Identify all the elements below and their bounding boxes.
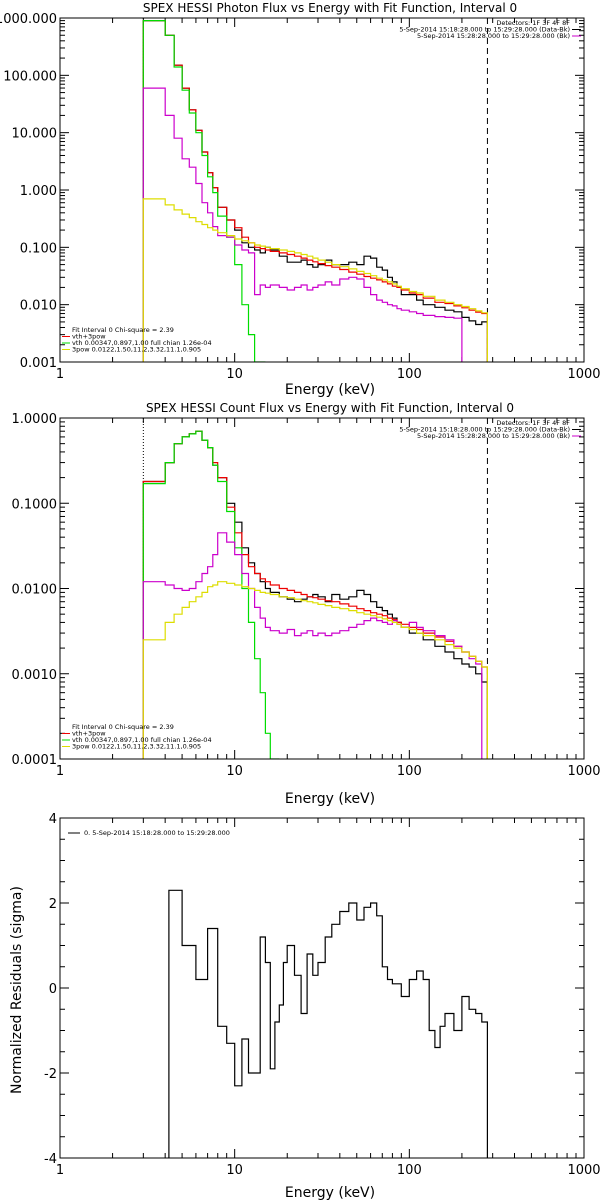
series-line-2 [142, 20, 266, 362]
y-tick-label: -2 [44, 1067, 57, 1082]
legend-top-right-text: 5-Sep-2014 15:18:28.000 to 15:29:28.000 … [399, 426, 570, 434]
x-tick-label: 1 [56, 1163, 64, 1178]
legend-bottom-left-text: 3pow 0.0122,1.50,11.2,3.32,11.1,0.905 [72, 346, 201, 354]
y-tick-label: 1000.000 [0, 12, 57, 27]
x-tick-label: 1 [56, 367, 64, 382]
y-tick-label: 0.0100 [12, 583, 58, 598]
y-tick-label: 4 [49, 812, 57, 827]
series-line-0 [168, 889, 488, 1158]
plot-frame [59, 417, 585, 760]
series-line-4 [142, 198, 488, 362]
y-tick-label: 100.000 [3, 69, 57, 84]
plot-frame [59, 817, 585, 1159]
legend-top-left-text: 0. 5-Sep-2014 15:18:28.000 to 15:29:28.0… [84, 829, 230, 837]
residuals-xlabel: Energy (keV) [285, 1185, 375, 1200]
legend-bottom-left-text: vth+3pow [72, 333, 106, 341]
x-tick-label: 10 [226, 367, 243, 382]
plot-frame [59, 17, 585, 363]
legend-top-right-text: 5-Sep-2014 15:28:28.000 to 15:29:28.000 … [417, 32, 570, 40]
y-tick-label: -4 [44, 1152, 57, 1167]
x-tick-label: 10 [226, 764, 243, 779]
residuals-ylabel: Normalized Residuals (sigma) [9, 886, 25, 1094]
x-tick-label: 1 [56, 764, 64, 779]
y-tick-label: 10.000 [12, 127, 58, 142]
count-flux-panel: SPEX HESSI Count Flux vs Energy with Fit… [12, 401, 600, 807]
count-flux-xlabel: Energy (keV) [285, 791, 375, 807]
y-tick-label: 0.0010 [12, 668, 58, 683]
legend-bottom-left-text: vth 0.00347,0.897,1.00 full chian 1.26e-… [72, 339, 212, 347]
photon-flux-panel: SPEX HESSI Photon Flux vs Energy with Fi… [0, 1, 600, 398]
y-tick-label: 0 [49, 982, 57, 997]
photon-flux-xlabel: Energy (keV) [285, 382, 375, 398]
legend-top-right-text: Detectors: 1F 3F 4F 8F [496, 419, 570, 427]
legend-bottom-left-text: Fit Interval 0 Chi-square = 2.39 [72, 723, 174, 731]
legend-top-right-text: 5-Sep-2014 15:28:28.000 to 15:29:28.000 … [417, 432, 570, 440]
count-flux-title: SPEX HESSI Count Flux vs Energy with Fit… [146, 401, 514, 415]
legend-top-right-text: Detectors: 1F 3F 4F 8F [496, 19, 570, 27]
x-tick-label: 100 [397, 764, 422, 779]
x-tick-label: 1000 [567, 1163, 600, 1178]
series-line-2 [142, 430, 280, 759]
legend-bottom-left-text: Fit Interval 0 Chi-square = 2.39 [72, 326, 174, 334]
series-line-3 [142, 532, 483, 759]
y-tick-label: 1.000 [20, 184, 57, 199]
y-tick-label: 0.010 [20, 299, 57, 314]
legend-bottom-left-text: 3pow 0.0122,1.50,11.2,3.32,11.1,0.905 [72, 743, 201, 751]
legend-bottom-left-text: vth 0.00347,0.897,1.00 full chian 1.26e-… [72, 736, 212, 744]
series-line-3 [142, 87, 463, 362]
y-tick-label: 0.0001 [12, 753, 58, 768]
y-tick-label: 1.0000 [12, 412, 58, 427]
series-line-1 [142, 20, 488, 362]
legend-bottom-left-text: vth+3pow [72, 730, 106, 738]
y-tick-label: 2 [49, 897, 57, 912]
x-tick-label: 10 [226, 1163, 243, 1178]
x-tick-label: 1000 [567, 367, 600, 382]
y-tick-label: 0.1000 [12, 497, 58, 512]
legend-top-right-text: 5-Sep-2014 15:18:28.000 to 15:29:28.000 … [399, 26, 570, 34]
residuals-panel: Energy (keV) Normalized Residuals (sigma… [9, 812, 600, 1200]
x-tick-label: 100 [397, 367, 422, 382]
y-tick-label: 0.100 [20, 241, 57, 256]
x-tick-label: 1000 [567, 764, 600, 779]
series-line-4 [142, 581, 488, 759]
photon-flux-title: SPEX HESSI Photon Flux vs Energy with Fi… [143, 1, 517, 15]
y-tick-label: 0.001 [20, 356, 57, 371]
x-tick-label: 100 [397, 1163, 422, 1178]
